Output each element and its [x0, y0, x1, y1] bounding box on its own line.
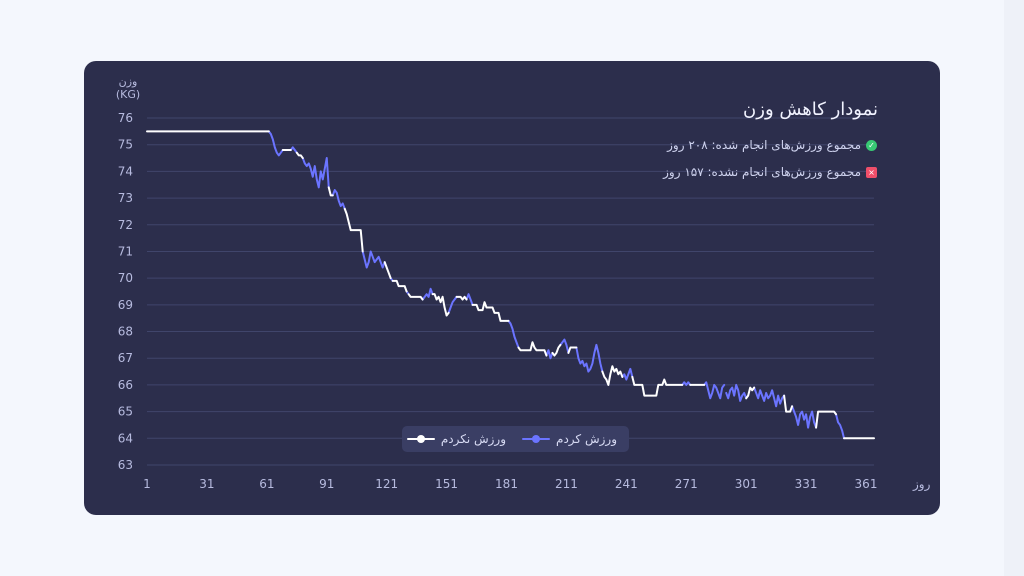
- y-tick-label: 67: [118, 351, 133, 365]
- series-1-segment-2: [295, 151, 304, 160]
- x-tick-label: 271: [675, 477, 698, 491]
- x-tick-label: 211: [555, 477, 578, 491]
- series-0-segment-13: [575, 343, 604, 373]
- legend-label-missed: ورزش نکردم: [440, 432, 507, 446]
- x-tick-label: 151: [435, 477, 458, 491]
- series-1-segment-8: [431, 293, 450, 317]
- series-0-segment-7: [421, 287, 434, 301]
- y-axis-label: وزن: [119, 75, 138, 88]
- series-1-segment-15: [631, 375, 684, 397]
- series-0-segment-8: [447, 295, 458, 314]
- series-1-segment-11: [517, 341, 548, 357]
- x-tick-label: 61: [259, 477, 274, 491]
- series-0-segment-20: [835, 413, 846, 440]
- chart-legend: ورزش کردم ورزش نکردم: [402, 426, 629, 452]
- weight-chart-card: 63 64 65 66 67 68 69 70 71 72 73 74 75 76 1 31 61 91 121 15…: [84, 61, 940, 515]
- series-0-segment-2: [301, 157, 330, 189]
- series-0-segment-1: [289, 146, 298, 154]
- series-0-segment-9: [465, 293, 474, 306]
- series-0-segment-11: [545, 349, 554, 360]
- y-tick-label: 70: [118, 271, 133, 285]
- series-1-segment-5: [383, 261, 392, 280]
- series-0-segment-3: [331, 189, 346, 210]
- series-1-segment-7: [407, 293, 424, 301]
- x-axis-label: روز: [912, 477, 931, 492]
- series-1-segment-12: [551, 343, 562, 357]
- close-square-icon: ×: [866, 166, 877, 178]
- series-0-segment-4: [361, 250, 386, 269]
- x-tick-label: 331: [795, 477, 818, 491]
- series-0-segment-17: [725, 383, 748, 402]
- y-tick-label: 68: [118, 325, 133, 339]
- chart-title: نمودار کاهش وزن: [743, 99, 878, 120]
- series-1-segment-19: [815, 410, 838, 429]
- y-tick-label: 65: [118, 405, 133, 419]
- check-circle-icon: ✓: [866, 139, 877, 151]
- y-tick-label: 72: [118, 218, 133, 232]
- legend-item-missed: ورزش نکردم: [406, 432, 507, 446]
- legend-swatch-done: [522, 435, 551, 443]
- legend-label-done: ورزش کردم: [556, 432, 617, 446]
- series-0-segment-12: [559, 338, 570, 354]
- y-tick-label: 71: [118, 244, 133, 258]
- x-tick-label: 91: [319, 477, 334, 491]
- x-tick-label: 31: [199, 477, 214, 491]
- series-1-segment-13: [567, 346, 578, 354]
- series-0-segment-18: [753, 386, 786, 408]
- series-0-segment-19: [791, 405, 818, 429]
- series-0-segment-10: [507, 319, 520, 349]
- done-workouts-text: مجموع ورزش‌های انجام شده: ۲۰۸ روز: [667, 138, 861, 152]
- series-1-segment-9: [455, 295, 468, 301]
- y-tick-label: 75: [118, 138, 133, 152]
- y-tick-label: 74: [118, 164, 133, 178]
- y-tick-label: 69: [118, 298, 133, 312]
- series-1-segment-10: [471, 301, 510, 322]
- y-tick-label: 76: [118, 111, 133, 125]
- done-workouts-stat: ✓ مجموع ورزش‌های انجام شده: ۲۰۸ روز: [667, 138, 877, 152]
- series-0-segment-15: [681, 381, 692, 386]
- y-tick-label: 73: [118, 191, 133, 205]
- series-1-segment-3: [327, 186, 334, 197]
- series-1-segment-18: [783, 394, 794, 413]
- y-tick-label: 66: [118, 378, 133, 392]
- y-tick-label: 64: [118, 431, 133, 445]
- x-tick-label: 241: [615, 477, 638, 491]
- missed-workouts-stat: × مجموع ورزش‌های انجام نشده: ۱۵۷ روز: [663, 165, 877, 179]
- series-1-segment-6: [391, 279, 408, 293]
- series-0-segment-0: [267, 130, 284, 157]
- page-edge-strip: [1004, 0, 1024, 576]
- series-0-segment-14: [621, 367, 634, 381]
- legend-item-done: ورزش کردم: [522, 432, 617, 446]
- series-0-segment-16: [703, 381, 726, 400]
- x-tick-label: 121: [375, 477, 398, 491]
- missed-workouts-text: مجموع ورزش‌های انجام نشده: ۱۵۷ روز: [663, 165, 861, 179]
- y-tick-label: 63: [118, 458, 133, 472]
- x-tick-label: 1: [143, 477, 151, 491]
- series-1-segment-17: [745, 386, 756, 400]
- legend-swatch-missed: [406, 435, 435, 443]
- series-1-segment-14: [601, 365, 624, 386]
- x-tick-label: 361: [855, 477, 878, 491]
- x-tick-label: 301: [735, 477, 758, 491]
- series-1-segment-4: [343, 207, 364, 253]
- x-tick-label: 181: [495, 477, 518, 491]
- weight-loss-chart: 63 64 65 66 67 68 69 70 71 72 73 74 75 76 1 31 61 91 121 15…: [116, 75, 931, 492]
- y-axis-unit: (KG): [116, 88, 140, 101]
